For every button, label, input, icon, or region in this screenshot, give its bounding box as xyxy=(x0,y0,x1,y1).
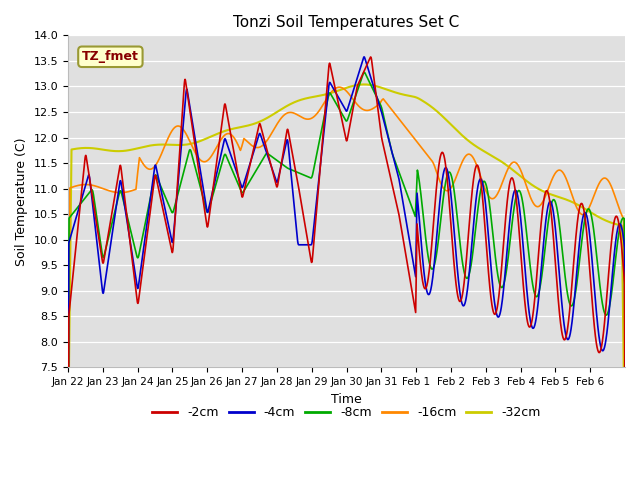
Title: Tonzi Soil Temperatures Set C: Tonzi Soil Temperatures Set C xyxy=(234,15,460,30)
Y-axis label: Soil Temperature (C): Soil Temperature (C) xyxy=(15,137,28,265)
Legend: -2cm, -4cm, -8cm, -16cm, -32cm: -2cm, -4cm, -8cm, -16cm, -32cm xyxy=(147,401,546,424)
Text: TZ_fmet: TZ_fmet xyxy=(82,50,139,63)
X-axis label: Time: Time xyxy=(331,393,362,406)
